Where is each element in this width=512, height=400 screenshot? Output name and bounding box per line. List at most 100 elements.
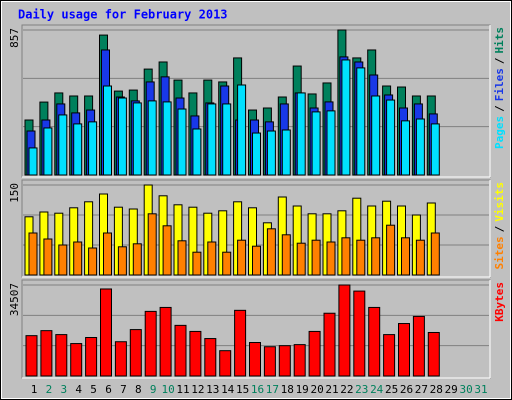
bar	[323, 312, 336, 377]
bar	[177, 108, 187, 176]
x-tick-label: 2	[46, 383, 53, 396]
x-tick-label: 26	[400, 383, 413, 396]
bar	[263, 346, 276, 377]
bar	[189, 330, 202, 377]
bar	[88, 121, 98, 176]
x-tick-label: 20	[310, 383, 323, 396]
bar	[114, 341, 127, 377]
bar	[237, 84, 247, 176]
bar	[427, 331, 440, 377]
bar	[204, 338, 217, 377]
x-tick-label: 27	[415, 383, 428, 396]
bar	[103, 232, 112, 276]
bar	[58, 114, 68, 176]
bar	[222, 251, 232, 276]
bar	[281, 129, 291, 176]
bar	[117, 97, 127, 176]
bar	[371, 237, 381, 276]
bar	[326, 241, 336, 276]
bar	[25, 335, 38, 377]
y-tick-label: 150	[8, 183, 21, 203]
bar	[103, 85, 112, 176]
bar	[368, 306, 381, 377]
bar	[192, 128, 202, 176]
x-tick-label: 13	[206, 383, 219, 396]
bar	[207, 103, 217, 176]
bar	[147, 213, 157, 276]
legend-separator: /	[493, 225, 506, 232]
bar	[162, 225, 172, 276]
y-tick-label: 857	[8, 28, 21, 48]
x-tick-label: 29	[445, 383, 458, 396]
legend-separator: /	[493, 57, 506, 64]
bar	[401, 237, 410, 276]
bar	[58, 244, 68, 276]
x-tick-label: 11	[176, 383, 189, 396]
bar	[311, 239, 321, 276]
x-tick-label: 12	[191, 383, 204, 396]
bar	[177, 240, 187, 276]
bar	[43, 238, 53, 276]
bar	[234, 309, 247, 377]
x-tick-label: 4	[75, 383, 82, 396]
bar	[219, 350, 232, 377]
x-tick-label: 23	[355, 383, 368, 396]
bar	[338, 284, 351, 377]
x-tick-label: 1	[31, 383, 38, 396]
bar	[237, 239, 247, 276]
bar	[174, 324, 187, 377]
bar	[192, 251, 202, 276]
x-tick-label: 14	[221, 383, 235, 396]
bar	[412, 315, 425, 377]
bar	[415, 118, 425, 176]
bar	[386, 224, 396, 276]
x-tick-label: 18	[281, 383, 294, 396]
bar	[252, 132, 261, 176]
x-tick-label: 31	[474, 383, 487, 396]
bar	[296, 242, 306, 276]
bar	[266, 130, 276, 176]
legend-entry: Visits	[493, 182, 506, 222]
bar	[249, 342, 261, 377]
bar	[353, 290, 366, 377]
bar	[383, 334, 396, 377]
x-tick-label: 24	[370, 383, 384, 396]
x-tick-label: 6	[105, 383, 112, 396]
bar	[117, 246, 127, 276]
legend-separator: /	[493, 105, 506, 112]
legend-entry: Hits	[493, 27, 506, 54]
bar	[371, 95, 381, 176]
x-tick-label: 8	[135, 383, 142, 396]
chart-title: Daily usage for February 2013	[18, 8, 228, 22]
bar	[252, 245, 261, 276]
bar	[129, 329, 142, 377]
x-tick-label: 9	[150, 383, 157, 396]
x-tick-label: 10	[161, 383, 174, 396]
x-tick-label: 15	[236, 383, 249, 396]
bar	[40, 330, 53, 377]
x-tick-label: 30	[459, 383, 472, 396]
x-tick-label: 5	[90, 383, 97, 396]
legend-entry: Pages	[493, 116, 506, 149]
x-tick-label: 21	[325, 383, 338, 396]
bar	[73, 123, 83, 176]
bar	[85, 336, 98, 377]
bar	[281, 234, 291, 276]
bar	[356, 239, 366, 276]
legend-entry: Files	[493, 68, 506, 101]
bar	[88, 247, 98, 276]
bar	[430, 123, 440, 176]
bar	[55, 334, 68, 377]
bar	[386, 99, 396, 176]
bar	[398, 323, 410, 377]
bar	[222, 103, 232, 176]
legend-entry: KBytes	[493, 282, 506, 322]
x-tick-label: 17	[266, 383, 279, 396]
x-tick-label: 3	[60, 383, 67, 396]
x-tick-label: 25	[385, 383, 398, 396]
bar	[73, 241, 83, 276]
bar	[311, 111, 321, 176]
bar	[415, 239, 425, 276]
